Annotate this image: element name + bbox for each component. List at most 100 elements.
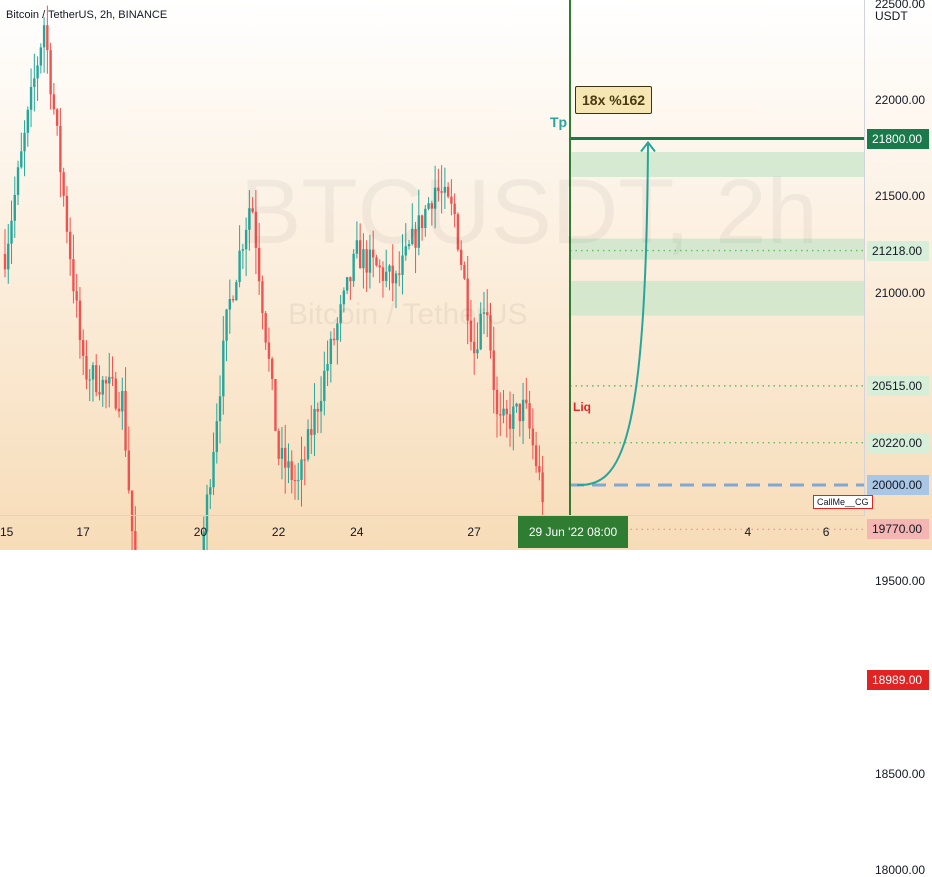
candle-body	[65, 195, 69, 232]
x-tick-label: 20	[193, 525, 208, 539]
candle-body	[10, 220, 13, 244]
candle-body	[495, 389, 499, 415]
candle-body	[52, 94, 56, 110]
candle-body	[515, 403, 518, 407]
candle-body	[319, 400, 323, 412]
candle-body	[241, 249, 245, 251]
candle-body	[440, 191, 443, 193]
candle-body	[398, 273, 401, 275]
candle-body	[130, 490, 134, 532]
candle-body	[68, 231, 72, 260]
candle-body	[235, 282, 238, 301]
candle-body	[212, 451, 215, 488]
candle-body	[293, 480, 297, 482]
candle-body	[336, 323, 339, 341]
candle-body	[486, 312, 489, 316]
candle-body	[329, 338, 333, 365]
candle-body	[264, 313, 267, 343]
candle-body	[385, 271, 388, 281]
candle-body	[489, 315, 492, 351]
candle-body	[508, 414, 512, 429]
candle-body	[538, 466, 541, 473]
y-tick-label: 22500.00	[875, 0, 926, 11]
candle-body	[420, 215, 424, 229]
candle-body	[310, 429, 313, 435]
candle-body	[404, 246, 407, 256]
candle-body	[254, 211, 258, 248]
leverage-callout: 18x %162	[575, 86, 653, 114]
price-chart[interactable]	[0, 0, 932, 550]
candle-body	[257, 247, 261, 282]
candle-body	[270, 358, 274, 380]
y-tick-label: 19500.00	[875, 574, 926, 589]
price-tag-l19770: 19770.00	[867, 519, 929, 540]
candle-body	[23, 132, 26, 152]
candle-body	[26, 109, 30, 133]
candle-body	[323, 370, 326, 401]
candle-body	[401, 255, 404, 275]
candle-body	[300, 459, 303, 480]
candle-body	[362, 249, 365, 269]
symbol-watermark-sub: Bitcoin / TetherUS	[288, 298, 528, 331]
candle-body	[437, 187, 440, 192]
y-tick-label: 21500.00	[875, 189, 926, 204]
candle-body	[528, 403, 531, 429]
candle-body	[463, 264, 466, 279]
candle-body	[443, 186, 447, 193]
candle-body	[117, 408, 121, 412]
candle-body	[388, 265, 391, 272]
symbol-watermark: BTCUSDT, 2h	[240, 160, 818, 265]
candle-body	[287, 461, 290, 468]
candle-body	[306, 429, 310, 460]
candle-body	[531, 428, 535, 446]
candle-body	[365, 249, 368, 273]
candle-body	[326, 364, 329, 371]
candle-body	[417, 215, 421, 248]
candle-body	[55, 109, 59, 126]
candle-body	[450, 196, 453, 204]
chart-background	[0, 0, 932, 550]
x-tick-label: 22	[271, 525, 286, 539]
candle-body	[104, 379, 108, 384]
candle-body	[411, 228, 414, 245]
candle-body	[469, 320, 473, 342]
candle-body	[205, 494, 209, 532]
price-tag-liq: 18989.00	[867, 669, 929, 690]
x-tick-label: 24	[350, 525, 364, 539]
candle-body	[280, 447, 284, 459]
price-tag-l20515: 20515.00	[867, 375, 929, 396]
candle-body	[355, 240, 359, 254]
currency-label: USDT	[875, 9, 908, 23]
candle-body	[375, 257, 378, 266]
candle-body	[228, 299, 232, 310]
candle-body	[339, 304, 342, 324]
candle-body	[222, 340, 225, 397]
candle-body	[88, 379, 91, 381]
candle-body	[244, 229, 248, 250]
candle-body	[20, 151, 23, 168]
candle-body	[342, 290, 346, 305]
symbol-title[interactable]: Bitcoin / TetherUS, 2h, BINANCE	[6, 9, 168, 21]
candle-body	[215, 421, 218, 452]
y-tick-label: 18000.00	[875, 863, 926, 877]
candle-body	[505, 408, 508, 415]
price-tag-l20220: 20220.00	[867, 432, 929, 453]
candle-body	[62, 172, 65, 196]
author-credit: CallMe__CG	[813, 495, 873, 509]
candle-body	[534, 445, 538, 467]
y-tick-label: 21000.00	[875, 285, 926, 300]
take-profit-label: Tp	[550, 114, 568, 130]
candle-body	[101, 379, 104, 395]
candle-body	[46, 25, 49, 51]
candle-body	[251, 208, 254, 212]
candle-body	[394, 273, 398, 284]
candle-body	[378, 265, 381, 268]
candle-body	[499, 414, 502, 416]
candle-body	[13, 194, 16, 221]
candle-body	[121, 390, 124, 412]
candle-body	[316, 408, 319, 412]
candle-body	[414, 228, 417, 248]
candle-body	[290, 461, 293, 481]
candle-body	[446, 186, 450, 197]
candle-body	[525, 399, 528, 404]
